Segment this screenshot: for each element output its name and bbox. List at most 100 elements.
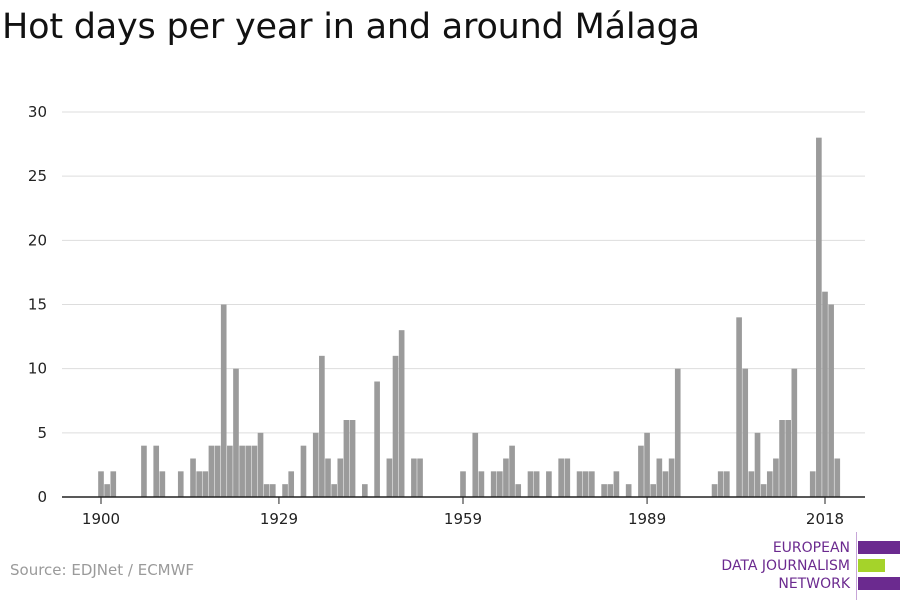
edjnet-logo: EUROPEAN DATA JOURNALISM NETWORK (700, 532, 900, 600)
bar (736, 317, 742, 497)
bar (582, 471, 589, 497)
bar (828, 304, 834, 497)
bar (834, 458, 841, 497)
y-tick-label: 15 (28, 296, 47, 314)
bar (227, 445, 233, 497)
bar (527, 471, 534, 497)
bar (263, 484, 270, 497)
bar (208, 445, 215, 497)
bar (472, 432, 479, 497)
bar (638, 445, 644, 497)
bar (809, 471, 816, 497)
bar (779, 420, 785, 497)
gridlines (62, 111, 865, 434)
x-tick-label: 1900 (82, 510, 120, 528)
bar (754, 432, 761, 497)
bar (362, 484, 368, 497)
bar (503, 458, 509, 497)
bar (141, 445, 147, 497)
bar (282, 484, 288, 497)
bar (343, 420, 350, 497)
bar (509, 445, 515, 497)
bar (766, 471, 773, 497)
logo-text-network: NETWORK (778, 576, 850, 592)
y-tick-label: 30 (28, 103, 47, 121)
bar (546, 471, 552, 497)
bars (98, 137, 841, 498)
y-tick-label: 10 (28, 360, 47, 378)
bar (159, 471, 166, 497)
bar (760, 484, 767, 497)
bar (822, 291, 828, 497)
logo-text-data-journalism: DATA JOURNALISM (721, 558, 850, 574)
bar (190, 458, 196, 497)
bar (711, 484, 718, 497)
x-tick-label: 1959 (444, 510, 482, 528)
logo-divider (856, 532, 857, 600)
bar (386, 458, 393, 497)
bar (220, 304, 227, 497)
x-tick-labels: 1900 1929 1959 1989 2018 (82, 510, 844, 528)
bar (650, 484, 657, 497)
bar (104, 484, 110, 497)
bar (644, 432, 650, 497)
bar (331, 484, 337, 497)
y-tick-labels: 0 5 10 15 20 25 30 (28, 103, 47, 506)
x-tick-label: 1989 (628, 510, 666, 528)
bar (196, 471, 202, 497)
bar (417, 458, 423, 497)
bar (98, 471, 104, 497)
logo-bar-bottom (858, 577, 900, 590)
source-note: Source: EDJNet / ECMWF (10, 561, 195, 579)
y-tick-label: 5 (37, 424, 47, 442)
y-tick-label: 25 (28, 167, 47, 185)
bar (233, 368, 239, 497)
bar (674, 368, 681, 497)
bar (177, 471, 184, 497)
bar (662, 471, 669, 497)
bar (257, 432, 264, 497)
logo-bar-top (858, 541, 900, 554)
y-tick-label: 20 (28, 231, 47, 249)
bar (515, 484, 522, 497)
bar (742, 368, 749, 497)
bar (312, 432, 319, 497)
bar (558, 458, 564, 497)
bar (668, 458, 675, 497)
bar (325, 458, 331, 497)
bar (269, 484, 276, 497)
x-axis (62, 496, 865, 504)
bar (564, 458, 571, 497)
bar (398, 330, 405, 497)
bar (300, 445, 307, 497)
bar (785, 420, 791, 497)
logo-text-european: EUROPEAN (772, 540, 850, 556)
bar (349, 420, 356, 497)
bar (589, 471, 595, 497)
bar (337, 458, 344, 497)
bar (110, 471, 117, 497)
bar (411, 458, 417, 497)
bar (496, 471, 503, 497)
bar (773, 458, 779, 497)
bar (214, 445, 221, 497)
bar (576, 471, 583, 497)
bar (724, 471, 730, 497)
bar (607, 484, 614, 497)
bar (202, 471, 209, 497)
bar (601, 484, 607, 497)
bar (533, 471, 540, 497)
bar (153, 445, 160, 497)
bar (490, 471, 497, 497)
chart-title: Hot days per year in and around Málaga (2, 7, 700, 47)
bar (478, 471, 485, 497)
bar (791, 368, 798, 497)
bar (460, 471, 466, 497)
bar (319, 355, 325, 497)
logo-bar-middle (858, 559, 885, 572)
bar (374, 381, 380, 497)
bar (656, 458, 663, 497)
bar (288, 471, 295, 497)
x-tick-label: 1929 (260, 510, 298, 528)
